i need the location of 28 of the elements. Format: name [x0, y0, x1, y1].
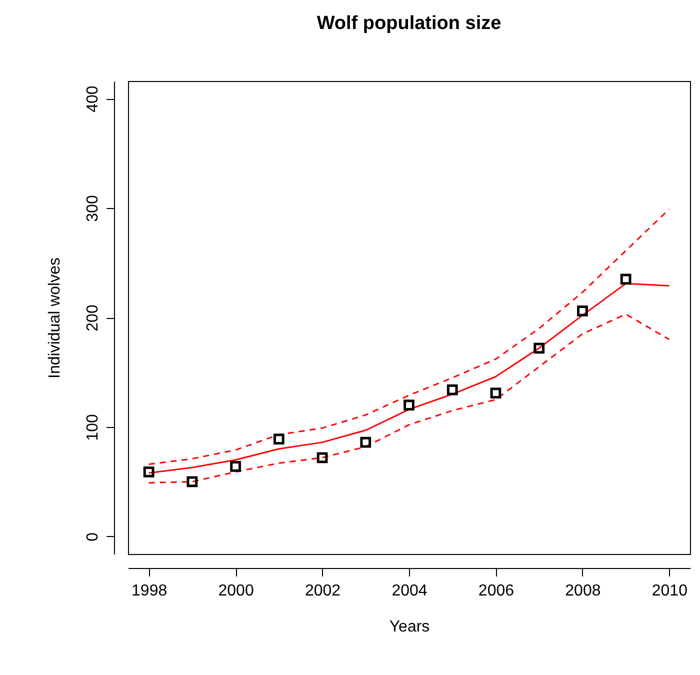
point: [577, 306, 588, 316]
point: [273, 434, 284, 444]
x-tick-label: 2000: [218, 582, 254, 600]
x-tick-label: 2006: [478, 582, 514, 600]
x-tick-label: 2010: [652, 582, 688, 600]
y-tick-label: 0: [84, 532, 102, 542]
point: [360, 436, 372, 448]
y-axis-title: Individual wolves: [46, 258, 64, 378]
point: [446, 384, 458, 396]
point: [316, 452, 328, 464]
y-tick-label: 200: [84, 304, 102, 332]
chart-title: Wolf population size: [316, 13, 502, 34]
point: [186, 476, 198, 488]
x-tick-label: 2008: [565, 582, 601, 600]
point: [534, 342, 545, 354]
x-tick-label: 2004: [392, 582, 428, 600]
x-axis-title: Years: [389, 618, 430, 636]
y-tick-label: 400: [84, 86, 102, 112]
x-tick-label: 2002: [304, 582, 341, 600]
line-series: [148, 208, 670, 465]
y-tick-label: 100: [84, 414, 102, 441]
point: [143, 466, 154, 478]
x-tick-label: 1998: [132, 582, 168, 600]
y-tick-label: 300: [84, 195, 102, 222]
point: [404, 400, 414, 411]
point: [490, 388, 502, 398]
point: [230, 460, 241, 472]
point: [620, 274, 632, 285]
